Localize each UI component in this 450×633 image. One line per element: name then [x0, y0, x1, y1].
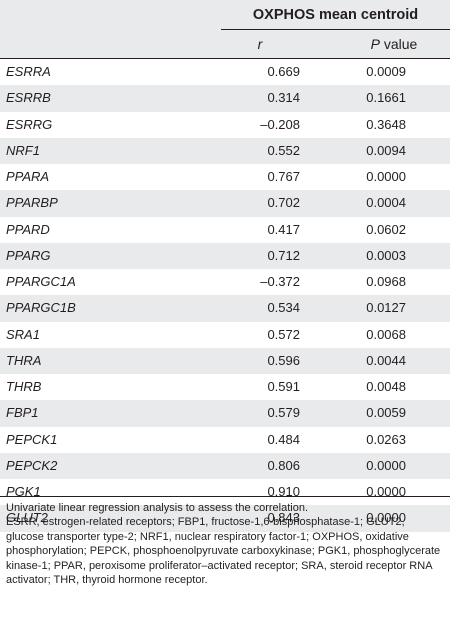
table-row: PPARG 0.712 0.0003 — [0, 242, 450, 269]
r-value-cell: 0.572 — [267, 326, 300, 342]
p-value-cell: 0.0000 — [366, 457, 406, 473]
gene-cell: SRA1 — [6, 326, 40, 342]
p-value-cell: 0.0003 — [366, 247, 406, 263]
p-value-cell: 0.0004 — [366, 195, 406, 211]
r-value-cell: 0.596 — [267, 352, 300, 368]
p-value-cell: 0.0263 — [366, 431, 406, 447]
p-value-cell: 0.1661 — [366, 90, 406, 106]
column-header-p-value: P value — [354, 36, 434, 52]
table-row: ESRRG –0.208 0.3648 — [0, 112, 450, 138]
p-value-cell: 0.0059 — [366, 405, 406, 421]
p-value-cell: 0.0127 — [366, 300, 406, 316]
table-row: FBP1 0.579 0.0059 — [0, 400, 450, 427]
gene-cell: GLUT2 — [6, 510, 48, 526]
gene-cell: PPARD — [6, 221, 50, 237]
gene-cell: PPARG — [6, 247, 51, 263]
r-value-cell: 0.552 — [267, 142, 300, 158]
r-value-cell: 0.484 — [267, 431, 300, 447]
table-row: PGK1 0.910 0.0000 — [0, 479, 450, 505]
footnote-abbreviations: ESRR, estrogen-related receptors; FBP1, … — [6, 516, 441, 587]
table-row: SRA1 0.572 0.0068 — [0, 322, 450, 348]
table-row: PEPCK2 0.806 0.0000 — [0, 452, 450, 479]
gene-cell: ESRRA — [6, 64, 51, 79]
table-header: OXPHOS mean centroid r P value — [0, 0, 450, 59]
p-value-cell: 0.0602 — [366, 221, 406, 237]
gene-cell: PPARGC1B — [6, 300, 76, 316]
table-row: PPARGC1A –0.372 0.0968 — [0, 269, 450, 295]
p-value-cell: 0.0968 — [366, 274, 406, 289]
r-value-cell: –0.208 — [260, 116, 300, 132]
p-value-cell: 0.3648 — [366, 116, 406, 132]
gene-cell: THRA — [6, 352, 42, 368]
gene-cell: PPARBP — [6, 195, 58, 211]
correlation-table: OXPHOS mean centroid r P value ESRRA 0.66… — [0, 0, 450, 532]
p-value-cell: 0.0000 — [366, 510, 406, 526]
column-header-p-letter: P — [370, 36, 380, 52]
p-value-cell: 0.0068 — [366, 326, 406, 342]
gene-cell: PPARA — [6, 169, 50, 184]
gene-cell: NRF1 — [6, 142, 40, 158]
r-value-cell: 0.534 — [267, 300, 300, 316]
p-value-cell: 0.0094 — [366, 142, 406, 158]
table-row: PPARD 0.417 0.0602 — [0, 217, 450, 243]
r-value-cell: 0.579 — [267, 405, 300, 421]
r-value-cell: 0.702 — [267, 195, 300, 211]
footnote-method: Univariate linear regression analysis to… — [6, 502, 309, 514]
gene-cell: ESRRB — [6, 90, 51, 106]
gene-cell: PEPCK2 — [6, 457, 58, 473]
p-value-cell: 0.0000 — [366, 484, 406, 499]
group-header-rule — [221, 29, 450, 30]
r-value-cell: 0.669 — [267, 64, 300, 79]
r-value-cell: 0.417 — [267, 221, 300, 237]
r-value-cell: 0.712 — [267, 247, 300, 263]
r-value-cell: 0.314 — [267, 90, 300, 106]
r-value-cell: 0.843 — [267, 510, 300, 526]
table-row: PEPCK1 0.484 0.0263 — [0, 427, 450, 453]
r-value-cell: 0.591 — [267, 379, 300, 394]
group-header-row: OXPHOS mean centroid — [0, 0, 450, 30]
p-value-cell: 0.0000 — [366, 169, 406, 184]
p-value-cell: 0.0048 — [366, 379, 406, 394]
table-footnote: Univariate linear regression analysis to… — [0, 496, 450, 633]
gene-cell: PGK1 — [6, 484, 41, 499]
column-header-row: r P value — [0, 30, 450, 59]
column-header-p-suffix: value — [379, 36, 418, 52]
table-body: ESRRA 0.669 0.0009 ESRRB 0.314 0.1661 ESRRG –0.… — [0, 59, 450, 532]
group-header-label: OXPHOS mean centroid — [252, 7, 419, 23]
gene-cell: FBP1 — [6, 405, 39, 421]
column-header-r: r — [250, 36, 270, 52]
r-value-cell: –0.372 — [260, 274, 300, 289]
table-row: THRB 0.591 0.0048 — [0, 374, 450, 400]
table-row: PPARBP 0.702 0.0004 — [0, 190, 450, 217]
p-value-cell: 0.0009 — [366, 64, 406, 79]
table-row: GLUT2 0.843 0.0000 — [0, 505, 450, 532]
column-header-r-label: r — [257, 36, 263, 52]
table-row: ESRRB 0.314 0.1661 — [0, 85, 450, 112]
r-value-cell: 0.910 — [267, 484, 300, 499]
gene-cell: THRB — [6, 379, 42, 394]
r-value-cell: 0.806 — [267, 457, 300, 473]
p-value-cell: 0.0044 — [366, 352, 406, 368]
table-row: PPARGC1B 0.534 0.0127 — [0, 295, 450, 322]
table-row: ESRRA 0.669 0.0009 — [0, 59, 450, 85]
table-row: THRA 0.596 0.0044 — [0, 347, 450, 374]
gene-cell: PPARGC1A — [6, 274, 76, 289]
table-row: NRF1 0.552 0.0094 — [0, 137, 450, 164]
r-value-cell: 0.767 — [267, 169, 300, 184]
gene-cell: PEPCK1 — [6, 431, 58, 447]
gene-cell: ESRRG — [6, 116, 53, 132]
table-row: PPARA 0.767 0.0000 — [0, 164, 450, 190]
